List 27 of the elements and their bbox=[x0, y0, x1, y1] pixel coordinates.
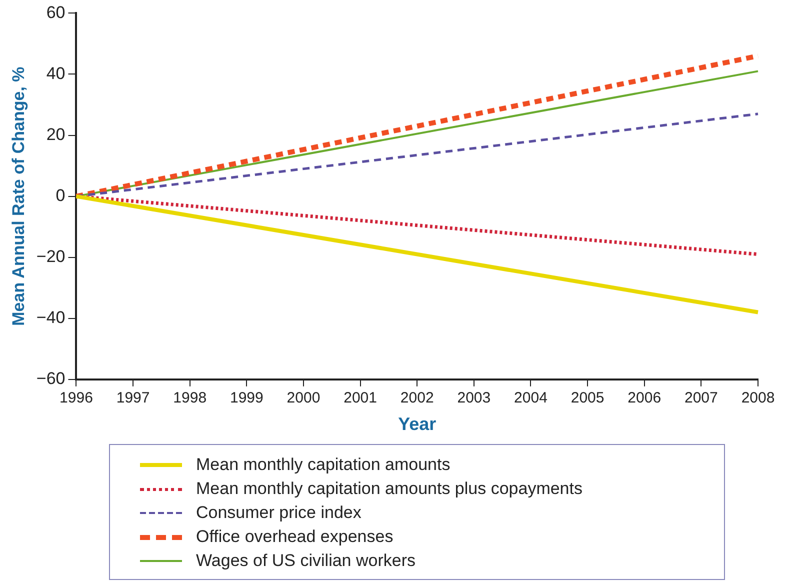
legend-label: Consumer price index bbox=[196, 503, 362, 523]
x-tick-label: 2003 bbox=[457, 390, 491, 407]
y-tick-label: −60 bbox=[36, 369, 66, 388]
y-tick-label: 0 bbox=[56, 186, 66, 205]
x-tick-label: 2008 bbox=[741, 390, 775, 407]
x-tick-label: 2005 bbox=[570, 390, 604, 407]
y-tick-label: −40 bbox=[36, 308, 66, 328]
x-tick-label: 2002 bbox=[400, 390, 434, 407]
x-tick-label: 1996 bbox=[60, 390, 93, 407]
y-tick-label: 60 bbox=[46, 2, 66, 22]
legend-label: Wages of US civilian workers bbox=[196, 551, 416, 571]
x-tick-label: 1998 bbox=[173, 390, 207, 407]
x-tick-label: 1999 bbox=[230, 390, 264, 407]
x-axis-title: Year bbox=[398, 414, 436, 434]
y-tick-label: 20 bbox=[46, 124, 66, 144]
legend-label: Office overhead expenses bbox=[196, 527, 394, 547]
x-tick-label: 2000 bbox=[286, 390, 320, 407]
legend-label: Mean monthly capitation amounts bbox=[196, 455, 450, 475]
y-tick-label: 40 bbox=[46, 64, 66, 83]
y-tick-label: −20 bbox=[36, 247, 66, 266]
x-tick-label: 2006 bbox=[628, 390, 662, 407]
x-tick-label: 1997 bbox=[116, 390, 150, 407]
x-tick-label: 2004 bbox=[514, 390, 548, 407]
y-axis-title: Mean Annual Rate of Change, % bbox=[8, 66, 28, 326]
x-tick-label: 2007 bbox=[684, 390, 718, 407]
legend-label: Mean monthly capitation amounts plus copayments bbox=[196, 479, 582, 499]
x-tick-label: 2001 bbox=[344, 390, 377, 407]
